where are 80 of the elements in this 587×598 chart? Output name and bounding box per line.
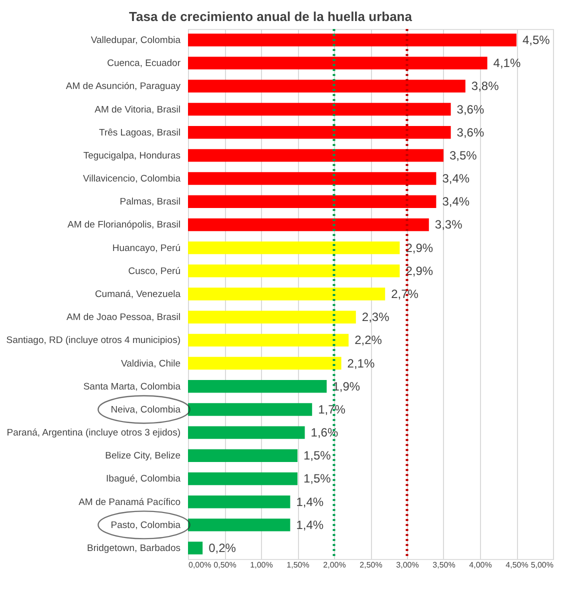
bar — [188, 56, 488, 70]
y-tick-label: Cuenca, Ecuador — [107, 58, 180, 70]
bar — [188, 288, 386, 300]
data-label: 1,4% — [296, 518, 324, 532]
chart-title: Tasa de crecimiento anual de la huella urbana — [129, 8, 413, 24]
y-tick-label: Bridgetown, Barbados — [87, 543, 181, 554]
data-label: 1,9% — [332, 379, 360, 394]
y-tick-label: Huancayo, Perú — [112, 242, 180, 254]
y-tick-label: Belize City, Belize — [105, 450, 180, 462]
data-label: 2,9% — [406, 264, 434, 278]
y-tick-label: Villavicencio, Colombia — [82, 174, 182, 185]
bar — [188, 334, 349, 347]
bar — [188, 403, 312, 416]
x-tick-label: 4,00% — [469, 560, 492, 570]
data-label: 1,5% — [304, 448, 332, 463]
bar — [188, 34, 516, 46]
y-tick-label: Três Lagoas, Brasil — [99, 127, 180, 138]
y-tick-label: Ibagué, Colombia — [106, 474, 182, 485]
data-label: 3,8% — [471, 79, 500, 94]
bar — [188, 356, 342, 370]
y-tick-label: Valledupar, Colombia — [90, 34, 182, 46]
data-label: 3,6% — [456, 102, 484, 116]
y-tick-label: AM de Asunción, Paraguay — [66, 81, 181, 92]
bar — [188, 310, 356, 324]
bar — [188, 495, 290, 508]
y-tick-label: AM de Joao Pessoa, Brasil — [66, 312, 180, 324]
y-tick-label: Palmas, Brasil — [120, 196, 180, 208]
data-label: 3,3% — [434, 218, 463, 232]
y-tick-label: Cumaná, Venezuela — [94, 289, 182, 300]
y-tick-label: AM de Vitoria, Brasil — [94, 104, 180, 116]
x-tick-label: 0,50% — [214, 560, 236, 570]
y-tick-label: Valdivia, Chile — [121, 358, 180, 370]
data-label: 2,3% — [362, 310, 390, 324]
x-tick-label: 1,00% — [250, 560, 273, 570]
bar — [188, 195, 436, 208]
data-label: 2,7% — [391, 287, 419, 301]
x-tick-label: 3,00% — [396, 560, 419, 570]
data-label: 3,5% — [450, 148, 478, 162]
data-label: 2,9% — [406, 240, 434, 255]
data-label: 3,4% — [442, 172, 470, 186]
y-tick-label: AM de Panamá Pacífico — [78, 496, 180, 508]
x-tick-label: 0,00% — [188, 560, 212, 570]
data-label: 4,1% — [493, 56, 521, 70]
data-label: 0,2% — [208, 541, 236, 556]
data-label: 1,4% — [296, 494, 324, 509]
bar — [188, 449, 298, 462]
bar — [188, 149, 444, 162]
bar — [188, 264, 400, 278]
data-label: 2,2% — [354, 333, 382, 348]
y-tick-label: Santiago, RD (incluye otros 4 municipios) — [6, 335, 180, 346]
x-tick-label: 4,50% — [506, 560, 528, 570]
bar — [188, 172, 436, 185]
data-label: 4,5% — [522, 32, 550, 47]
y-tick-label: AM de Florianópolis, Brasil — [68, 220, 180, 231]
data-label: 2,1% — [347, 356, 375, 370]
bar — [188, 102, 451, 116]
bar — [188, 218, 429, 232]
bar — [188, 380, 327, 393]
bar — [188, 518, 290, 532]
y-tick-label: Paraná, Argentina (incluye otros 3 ejidos) — [6, 428, 180, 439]
data-label: 3,6% — [456, 125, 484, 140]
bar — [188, 472, 298, 486]
bar — [188, 80, 466, 93]
y-tick-label: Neiva, Colombia — [110, 404, 182, 416]
x-tick-label: 3,50% — [432, 560, 456, 570]
data-label: 3,4% — [442, 194, 470, 209]
y-tick-label: Santa Marta, Colombia — [83, 381, 182, 392]
bar — [188, 426, 305, 439]
bar — [188, 126, 451, 139]
y-tick-label: Tegucigalpa, Honduras — [83, 150, 181, 162]
x-tick-label: 2,00% — [323, 560, 346, 570]
data-label: 1,5% — [304, 472, 332, 486]
data-label: 1,7% — [318, 402, 346, 416]
y-tick-label: Cusco, Perú — [128, 266, 180, 277]
bar — [188, 241, 400, 254]
bar — [188, 542, 203, 554]
y-tick-label: Pasto, Colombia — [110, 520, 182, 531]
x-tick-label: 1,50% — [286, 560, 310, 570]
x-tick-label: 2,50% — [360, 560, 382, 570]
x-tick-label: 5,00% — [530, 560, 554, 570]
